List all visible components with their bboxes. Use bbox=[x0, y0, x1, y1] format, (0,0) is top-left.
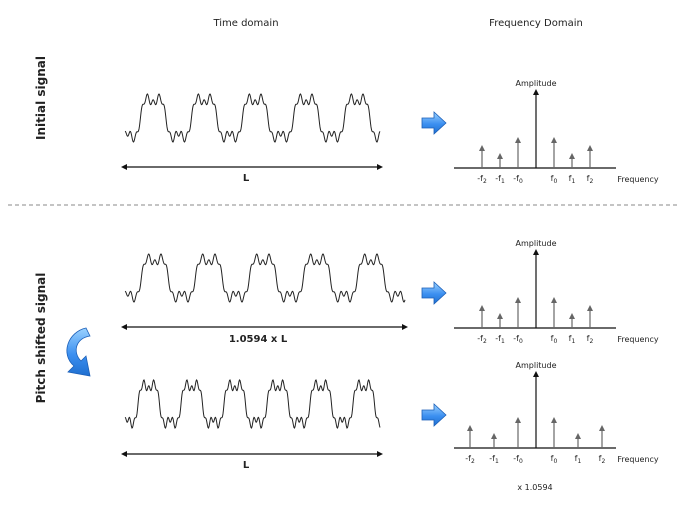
frequency-tick-label: f1 bbox=[569, 334, 576, 345]
frequency-tick-label: f0 bbox=[551, 454, 558, 465]
frequency-tick-label: f1 bbox=[569, 174, 576, 185]
frequency-domain-header: Frequency Domain bbox=[489, 18, 583, 29]
frequency-label: Frequency bbox=[617, 175, 659, 184]
frequency-tick-label: f2 bbox=[587, 174, 594, 185]
pitch-shifted-label: Pitch shifted signal bbox=[34, 273, 48, 404]
right-arrow-icon bbox=[421, 111, 447, 135]
amplitude-label: Amplitude bbox=[516, 239, 557, 248]
stretched-waveform bbox=[124, 253, 406, 303]
frequency-tick-label: -f2 bbox=[465, 454, 475, 465]
spectrum-resampled: Amplitude Frequency -f2 -f1 -f0 f0 f1 f2 bbox=[454, 361, 659, 465]
frequency-label: Frequency bbox=[617, 335, 659, 344]
frequency-tick-label: -f1 bbox=[495, 174, 505, 185]
frequency-tick-label: -f2 bbox=[477, 174, 487, 185]
curved-arrow-icon bbox=[66, 327, 91, 377]
scale-note: x 1.0594 bbox=[517, 483, 552, 492]
frequency-tick-label: -f0 bbox=[513, 454, 523, 465]
spectrum-stretched: Amplitude Frequency -f2 -f1 -f0 f0 f1 f2 bbox=[454, 239, 659, 345]
length-label-stretched: 1.0594 x L bbox=[229, 334, 288, 345]
right-arrow-icon bbox=[421, 403, 447, 427]
resampled-waveform bbox=[124, 379, 381, 429]
frequency-label: Frequency bbox=[617, 455, 659, 464]
frequency-tick-label: f0 bbox=[551, 174, 558, 185]
frequency-tick-label: -f1 bbox=[489, 454, 499, 465]
spectrum-initial: Amplitude Frequency -f2 -f1 -f0 f0 f1 f2 bbox=[454, 79, 659, 185]
frequency-tick-label: -f1 bbox=[495, 334, 505, 345]
frequency-tick-label: -f0 bbox=[513, 334, 523, 345]
frequency-tick-label: -f2 bbox=[477, 334, 487, 345]
length-label-initial: L bbox=[243, 173, 250, 184]
frequency-tick-label: f2 bbox=[587, 334, 594, 345]
frequency-tick-label: f0 bbox=[551, 334, 558, 345]
frequency-tick-label: f2 bbox=[599, 454, 606, 465]
length-label-resampled: L bbox=[243, 460, 250, 471]
initial-waveform bbox=[124, 93, 381, 143]
initial-signal-label: Initial signal bbox=[34, 56, 48, 140]
amplitude-label: Amplitude bbox=[516, 79, 557, 88]
right-arrow-icon bbox=[421, 281, 447, 305]
frequency-tick-label: -f0 bbox=[513, 174, 523, 185]
amplitude-label: Amplitude bbox=[516, 361, 557, 370]
time-domain-header: Time domain bbox=[212, 18, 278, 29]
frequency-tick-label: f1 bbox=[575, 454, 582, 465]
